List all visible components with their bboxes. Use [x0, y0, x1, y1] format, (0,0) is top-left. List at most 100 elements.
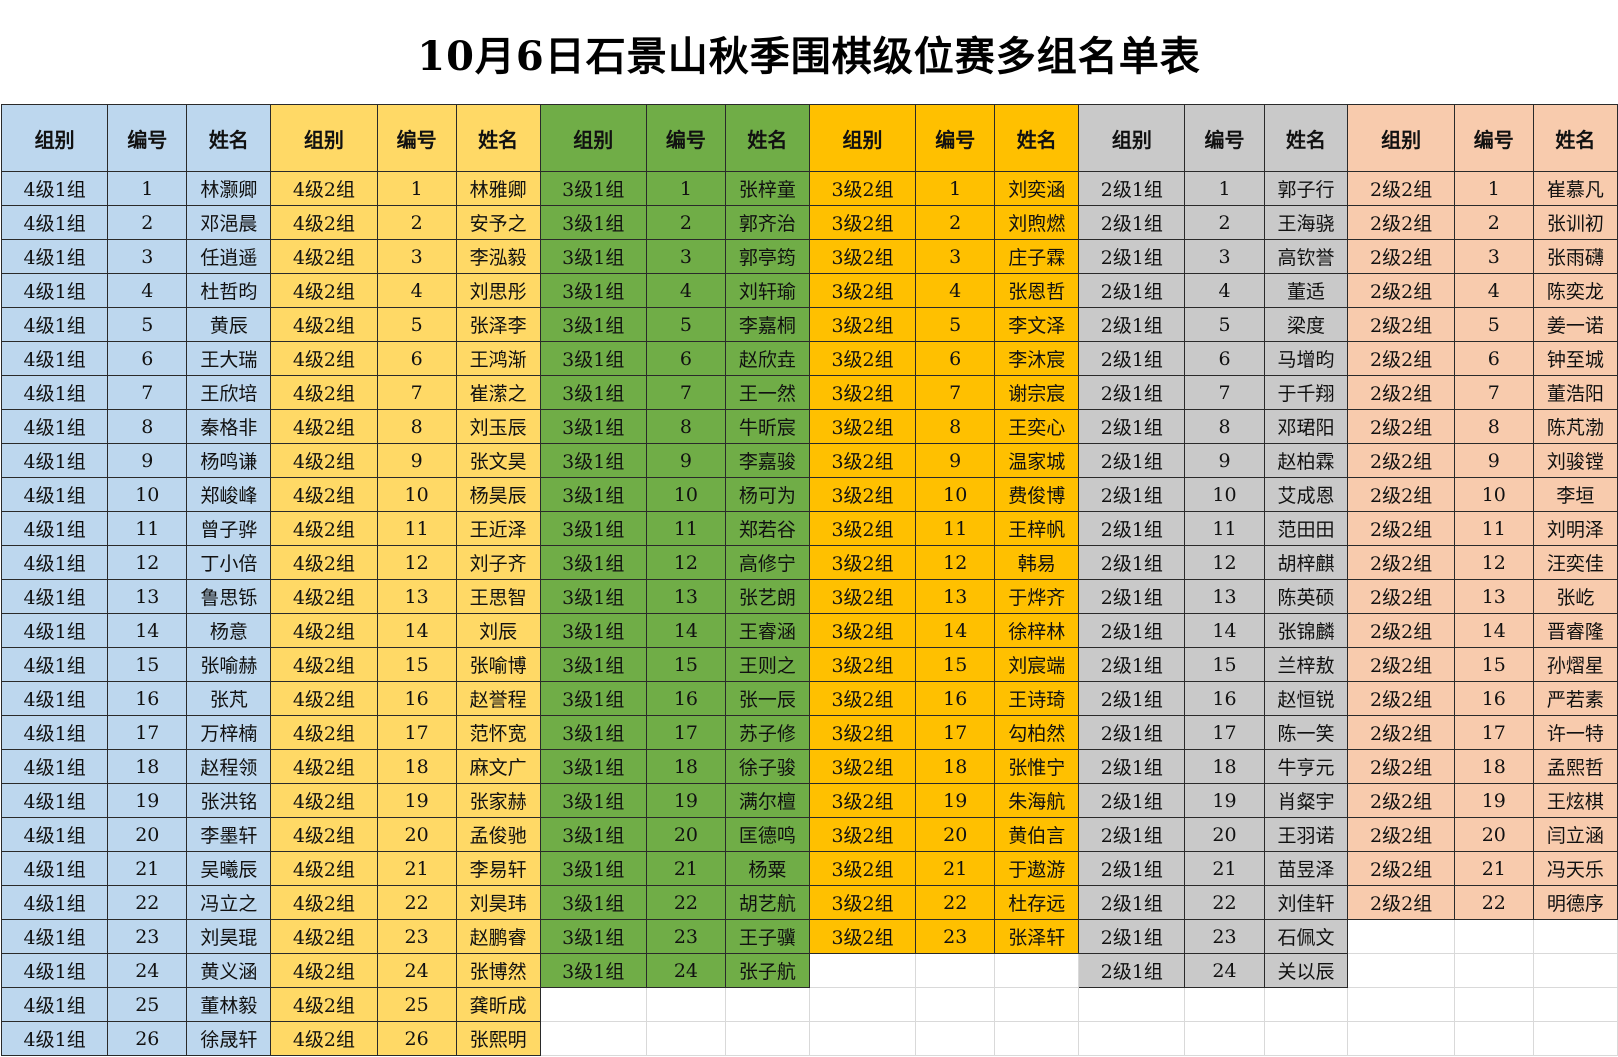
cell-number: 13: [376, 579, 457, 614]
cell-name: 陈奕龙: [1532, 273, 1618, 308]
header-group: 组别: [808, 104, 917, 172]
cell-name: 刘昊琨: [186, 919, 272, 954]
cell-number: 3: [1184, 239, 1265, 274]
header-group: 组别: [0, 104, 109, 172]
cell-number: 11: [376, 511, 457, 546]
cell-name: 刘玉辰: [455, 409, 541, 444]
cell-name: 刘思彤: [455, 273, 541, 308]
cell-number: 8: [915, 409, 996, 444]
cell-number: 11: [1453, 511, 1534, 546]
cell-number: 20: [376, 817, 457, 852]
cell-group: 3级2组: [808, 205, 917, 240]
cell-group: 3级1组: [539, 613, 647, 648]
cell-number: 3: [376, 239, 457, 274]
cell-number: 17: [915, 715, 996, 750]
table-row: 4级1组 5 黄辰 4级2组 5 张泽李 3级1组 5 李嘉桐 3级2组 5 李文泽 2级1组 5 梁度 2级…: [0, 307, 1618, 342]
cell-group: 2级2组: [1347, 715, 1455, 750]
cell-number: 24: [107, 953, 188, 988]
cell-group: 3级2组: [808, 171, 917, 206]
cell-name: 肖粲宇: [1263, 783, 1349, 818]
cell-name: 杨粟: [724, 851, 810, 886]
empty-cell: [1453, 1021, 1534, 1056]
cell-number: 23: [1184, 919, 1265, 954]
cell-group: 4级2组: [270, 953, 378, 988]
cell-group: 3级2组: [808, 817, 917, 852]
cell-group: 4级1组: [0, 919, 109, 954]
cell-name: 张梓童: [724, 171, 810, 206]
cell-group: 2级2组: [1347, 647, 1455, 682]
cell-group: 3级1组: [539, 477, 647, 512]
cell-number: 18: [1184, 749, 1265, 784]
cell-number: 12: [107, 545, 188, 580]
cell-group: 2级2组: [1347, 477, 1455, 512]
empty-cell: [645, 987, 726, 1022]
cell-number: 11: [107, 511, 188, 546]
cell-group: 2级1组: [1078, 783, 1186, 818]
cell-group: 3级2组: [808, 409, 917, 444]
cell-name: 王睿涵: [724, 613, 810, 648]
cell-group: 4级2组: [270, 443, 378, 478]
header-row: 组别 编号 姓名 组别 编号 姓名 组别 编号 姓名 组别 编号 姓名 组别 编号 姓名 组别 编号 姓名: [0, 104, 1618, 172]
cell-name: 刘宸端: [994, 647, 1080, 682]
cell-group: 3级2组: [808, 715, 917, 750]
cell-group: 3级1组: [539, 511, 647, 546]
cell-name: 刘佳轩: [1263, 885, 1349, 920]
cell-number: 10: [107, 477, 188, 512]
cell-number: 10: [376, 477, 457, 512]
cell-number: 11: [1184, 511, 1265, 546]
table-row: 4级1组 7 王欣培 4级2组 7 崔潆之 3级1组 7 王一然 3级2组 7 谢宗宸 2级1组 7 于千翔…: [0, 375, 1618, 410]
cell-number: 2: [1453, 205, 1534, 240]
cell-name: 张家赫: [455, 783, 541, 818]
cell-group: 3级2组: [808, 477, 917, 512]
cell-group: 4级2组: [270, 579, 378, 614]
cell-name: 刘昊玮: [455, 885, 541, 920]
empty-cell: [915, 987, 996, 1022]
cell-number: 19: [1184, 783, 1265, 818]
cell-name: 张雨礴: [1532, 239, 1618, 274]
cell-number: 18: [915, 749, 996, 784]
empty-cell: [1078, 1021, 1186, 1056]
cell-number: 7: [1453, 375, 1534, 410]
cell-group: 3级1组: [539, 783, 647, 818]
cell-name: 孟俊驰: [455, 817, 541, 852]
cell-group: 4级2组: [270, 375, 378, 410]
cell-number: 24: [376, 953, 457, 988]
cell-name: 刘骏镗: [1532, 443, 1618, 478]
cell-group: 3级2组: [808, 885, 917, 920]
cell-name: 庄子霖: [994, 239, 1080, 274]
cell-name: 王一然: [724, 375, 810, 410]
cell-name: 郑若谷: [724, 511, 810, 546]
cell-group: 2级1组: [1078, 307, 1186, 342]
header-group: 组别: [539, 104, 647, 172]
cell-group: 4级1组: [0, 613, 109, 648]
cell-name: 杨意: [186, 613, 272, 648]
cell-name: 赵誉程: [455, 681, 541, 716]
table-row: 4级1组 6 王大瑞 4级2组 6 王鸿渐 3级1组 6 赵欣垚 3级2组 6 李沐宸 2级1组 6 马增昀…: [0, 341, 1618, 376]
cell-number: 14: [376, 613, 457, 648]
table-row: 4级1组 18 赵程领 4级2组 18 麻文广 3级1组 18 徐子骏 3级2组 18 张惟宁 2级1组…: [0, 749, 1618, 784]
cell-group: 3级2组: [808, 545, 917, 580]
cell-group: 4级1组: [0, 681, 109, 716]
cell-group: 3级1组: [539, 681, 647, 716]
cell-name: 龚昕成: [455, 987, 541, 1022]
cell-name: 杨鸣谦: [186, 443, 272, 478]
cell-number: 12: [1453, 545, 1534, 580]
cell-number: 13: [107, 579, 188, 614]
cell-number: 14: [107, 613, 188, 648]
roster-table: 组别 编号 姓名 组别 编号 姓名 组别 编号 姓名 组别 编号 姓名 组别 编号 姓名 组别 编号 姓名 4级1…: [0, 104, 1618, 1056]
cell-number: 14: [1184, 613, 1265, 648]
cell-group: 3级2组: [808, 681, 917, 716]
cell-number: 26: [107, 1021, 188, 1056]
cell-number: 3: [645, 239, 726, 274]
empty-cell: [1532, 1021, 1618, 1056]
cell-name: 明德序: [1532, 885, 1618, 920]
cell-number: 20: [1453, 817, 1534, 852]
cell-number: 20: [645, 817, 726, 852]
cell-group: 3级2组: [808, 273, 917, 308]
header-group: 组别: [1347, 104, 1455, 172]
empty-cell: [808, 987, 917, 1022]
cell-number: 2: [915, 205, 996, 240]
cell-number: 15: [1453, 647, 1534, 682]
cell-name: 苏子修: [724, 715, 810, 750]
cell-group: 3级2组: [808, 851, 917, 886]
